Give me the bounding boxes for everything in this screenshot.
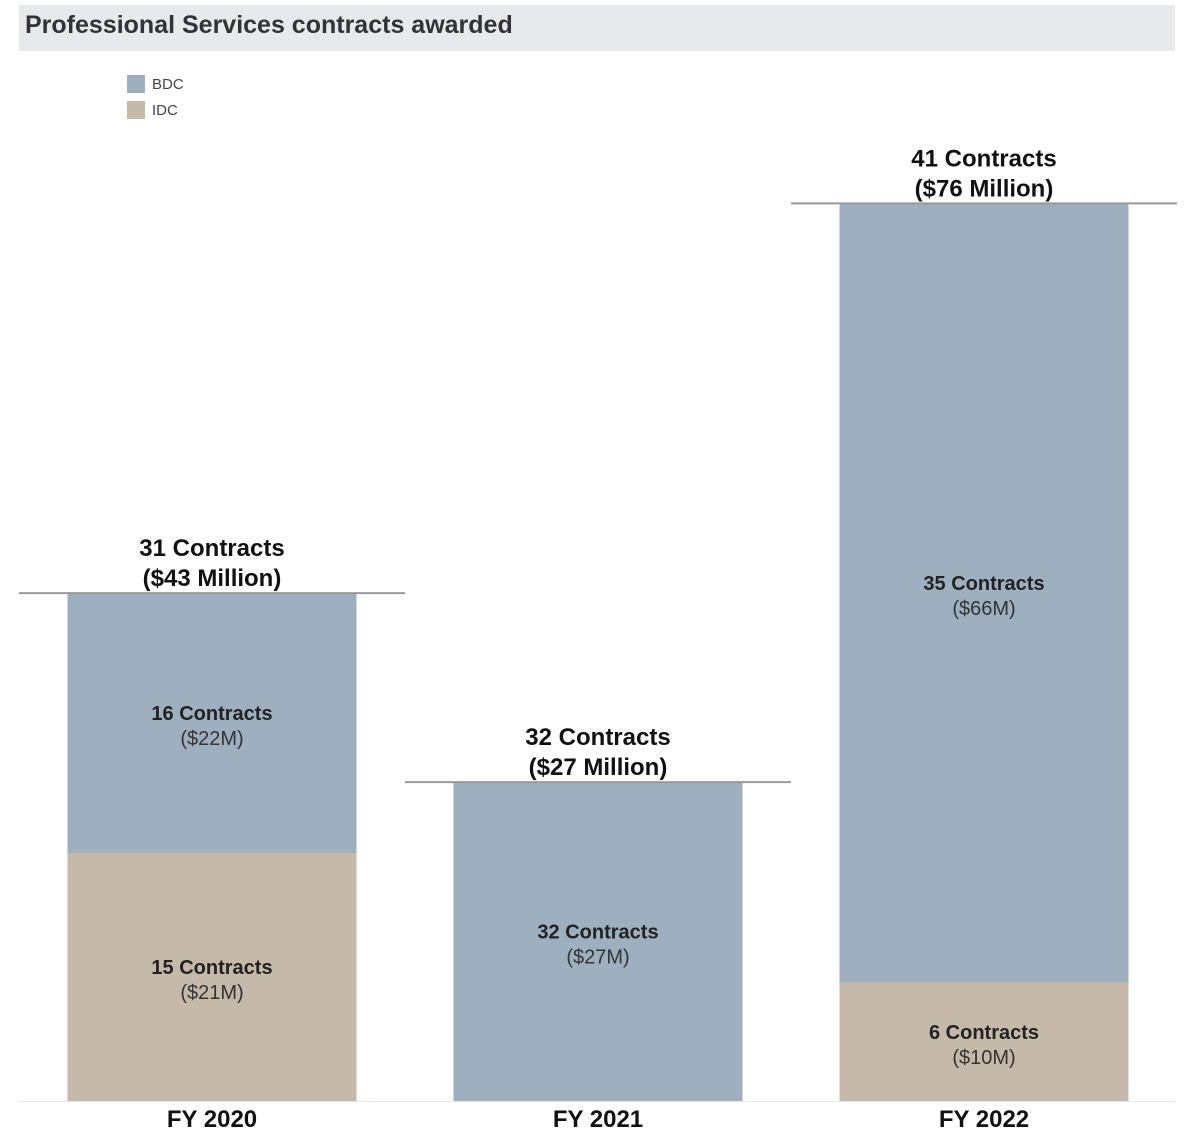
bar-idc-fy-2022 bbox=[839, 982, 1129, 1101]
bar-bdc-fy-2021 bbox=[453, 782, 743, 1101]
segment-label-amount: ($66M) bbox=[952, 598, 1015, 620]
bar-bdc-fy-2022 bbox=[839, 203, 1129, 983]
total-label-contracts: 31 Contracts bbox=[139, 535, 284, 562]
chart-title-bar: Professional Services contracts awarded bbox=[19, 5, 1175, 51]
legend-label-bdc: BDC bbox=[152, 75, 184, 93]
total-label-amount: ($76 Million) bbox=[915, 175, 1054, 202]
segment-label-contracts: 15 Contracts bbox=[151, 957, 272, 979]
total-label-contracts: 32 Contracts bbox=[525, 724, 670, 751]
segment-label-amount: ($22M) bbox=[180, 728, 243, 750]
bar-bdc-fy-2020 bbox=[67, 593, 357, 853]
total-label-contracts: 41 Contracts bbox=[911, 145, 1056, 172]
segment-label-contracts: 35 Contracts bbox=[923, 573, 1044, 595]
legend-swatch-idc bbox=[127, 101, 145, 119]
segment-label-contracts: 6 Contracts bbox=[929, 1022, 1039, 1044]
legend-item-idc: IDC bbox=[127, 97, 184, 123]
segment-label-amount: ($27M) bbox=[566, 947, 629, 969]
total-label-amount: ($27 Million) bbox=[529, 754, 668, 781]
legend: BDC IDC bbox=[127, 71, 184, 123]
bar-idc-fy-2020 bbox=[67, 852, 357, 1101]
x-tick-label: FY 2020 bbox=[167, 1106, 257, 1133]
segment-label-amount: ($10M) bbox=[952, 1047, 1015, 1069]
x-tick-label: FY 2021 bbox=[553, 1106, 643, 1133]
legend-label-idc: IDC bbox=[152, 101, 178, 119]
legend-item-bdc: BDC bbox=[127, 71, 184, 97]
segment-label-contracts: 32 Contracts bbox=[537, 922, 658, 944]
segment-label-contracts: 16 Contracts bbox=[151, 703, 272, 725]
segment-label-amount: ($21M) bbox=[180, 982, 243, 1004]
total-label-amount: ($43 Million) bbox=[143, 565, 282, 592]
x-tick-label: FY 2022 bbox=[939, 1106, 1029, 1133]
legend-swatch-bdc bbox=[127, 75, 145, 93]
chart-title: Professional Services contracts awarded bbox=[25, 11, 513, 39]
